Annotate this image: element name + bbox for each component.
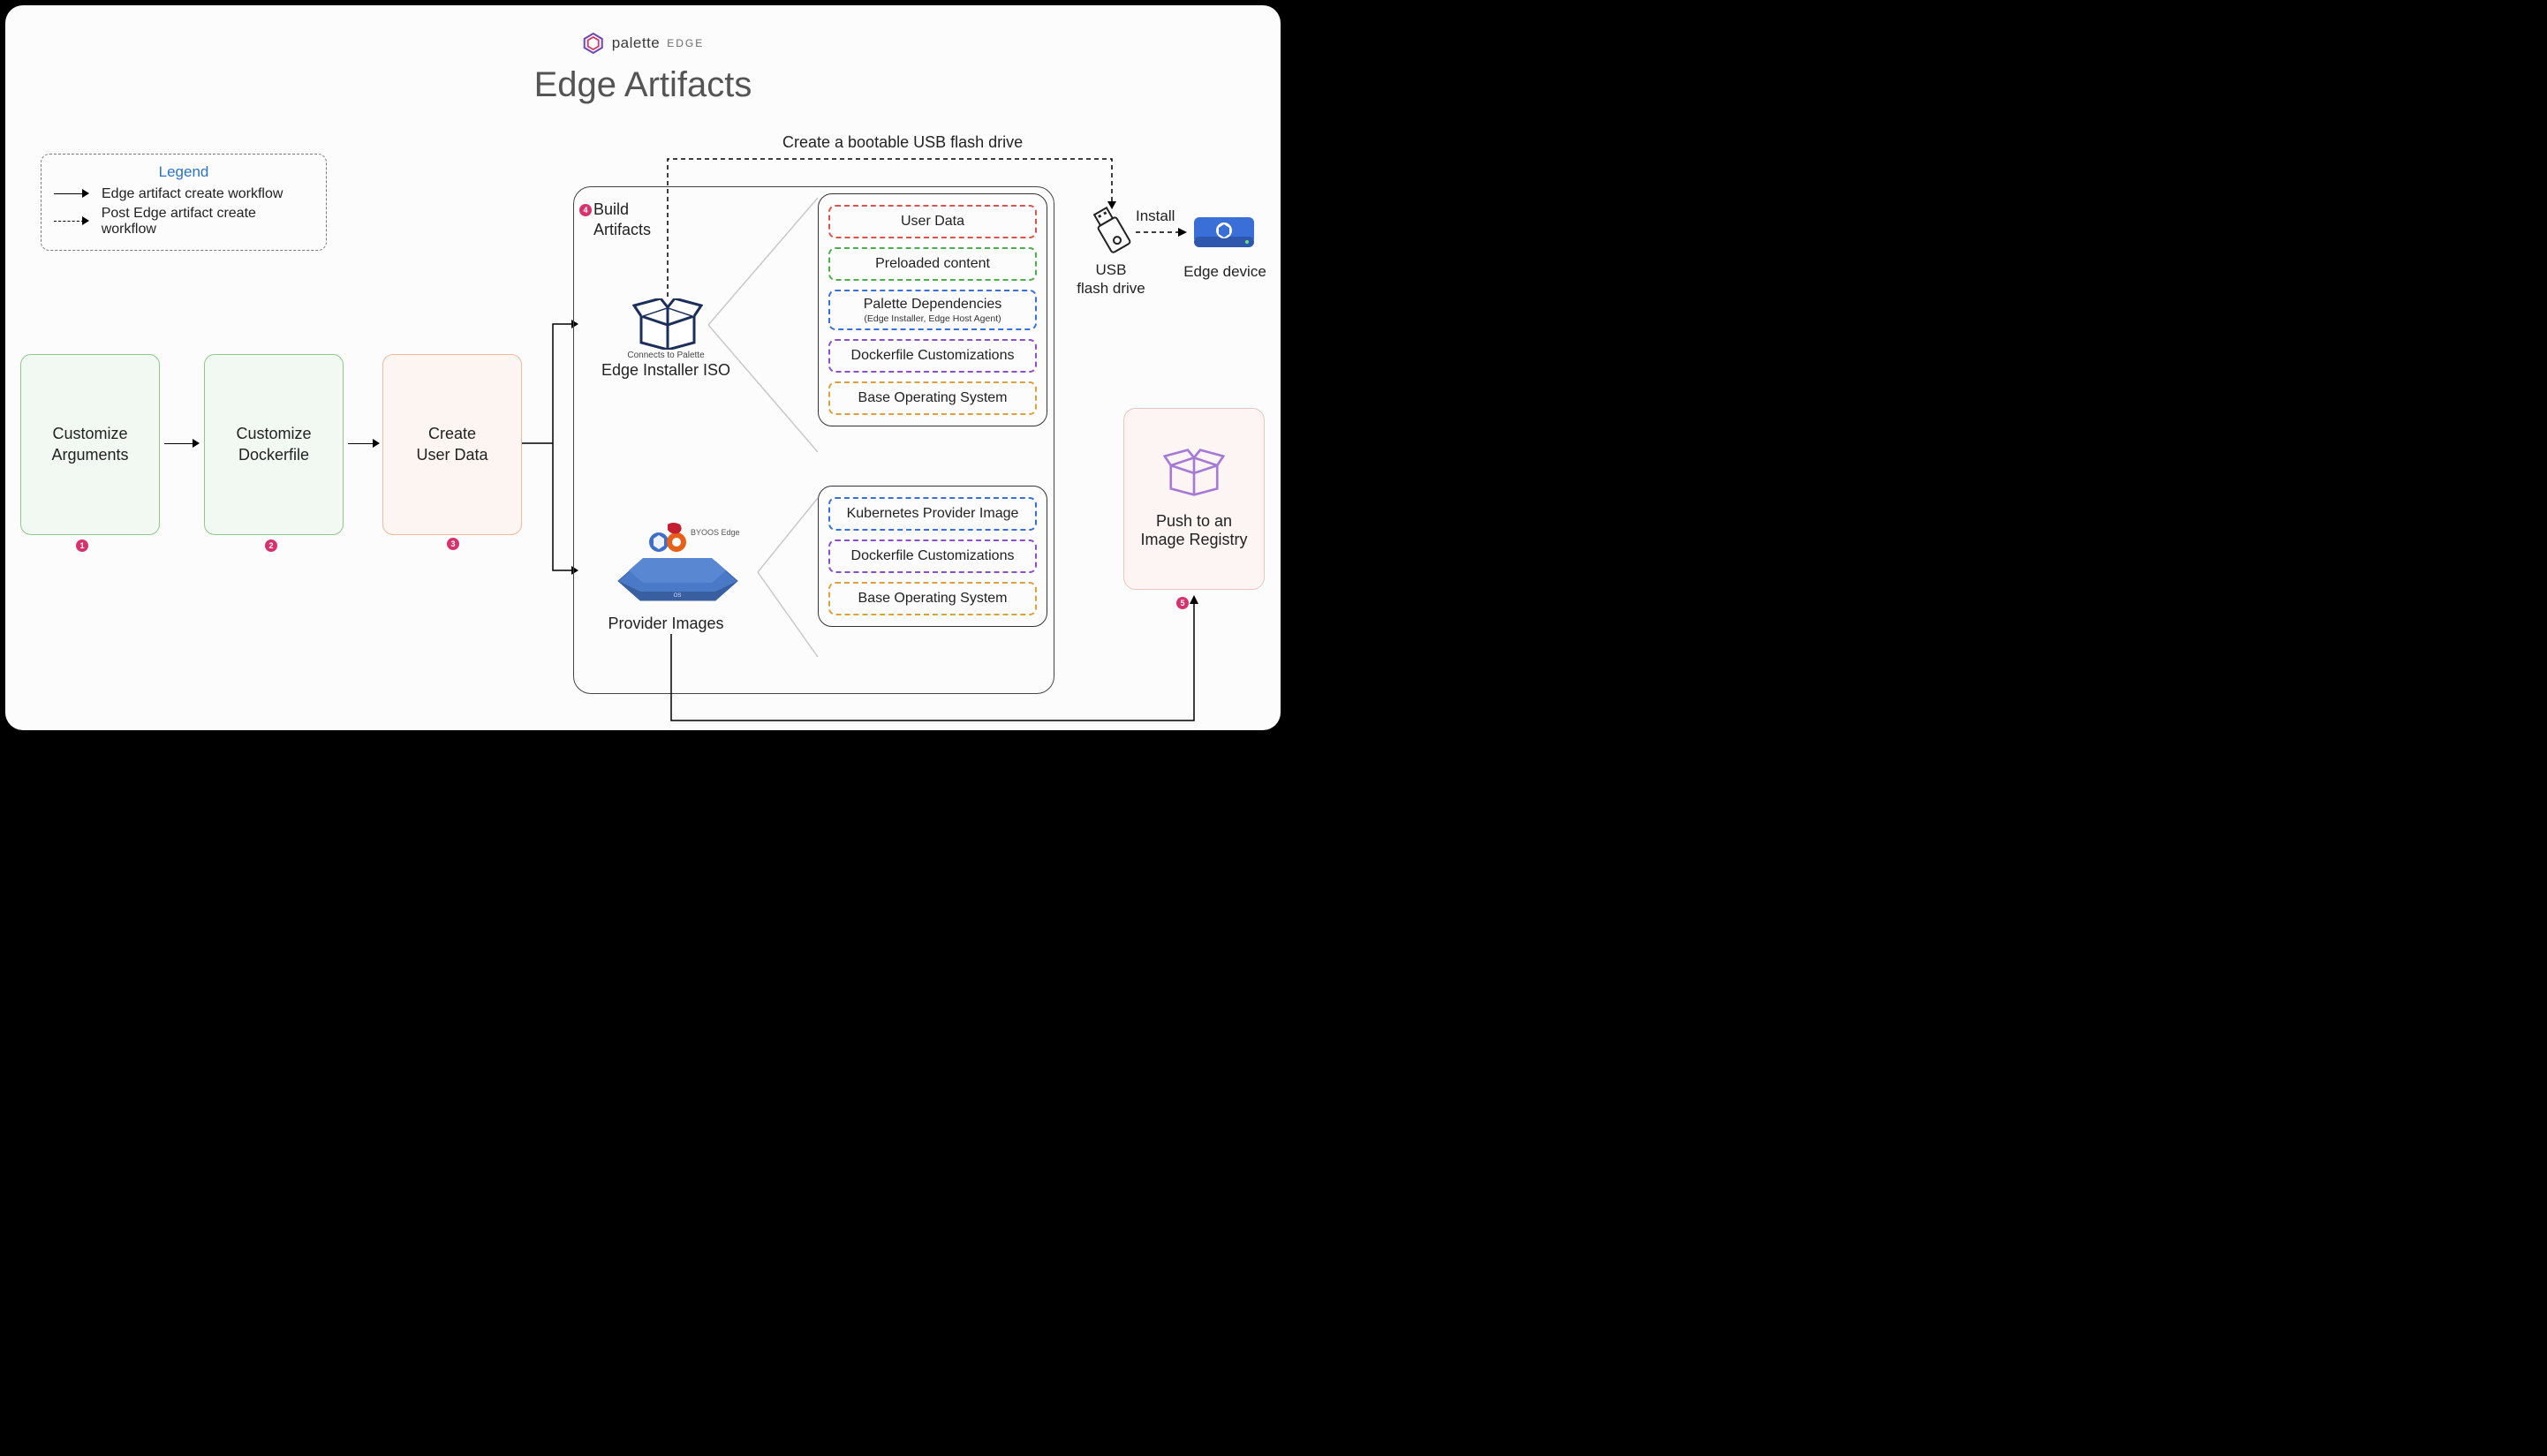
step-create-user-data: Create User Data bbox=[382, 354, 522, 535]
edge-device-label: Edge device bbox=[1176, 263, 1274, 281]
install-label: Install bbox=[1136, 207, 1175, 225]
outer-frame: palette EDGE Edge Artifacts Legend Edge … bbox=[0, 0, 1286, 736]
step-badge-2: 2 bbox=[265, 539, 277, 552]
dashed-arrow-install bbox=[1134, 226, 1190, 238]
diagram-canvas: palette EDGE Edge Artifacts Legend Edge … bbox=[5, 5, 1281, 730]
arrow-1-2 bbox=[164, 443, 200, 445]
usb-flash-drive-icon bbox=[1090, 203, 1132, 256]
legend-dashed-label: Post Edge artifact create workflow bbox=[102, 206, 314, 238]
step-badge-1: 1 bbox=[76, 539, 88, 552]
logo: palette EDGE bbox=[582, 32, 705, 55]
palette-logo-icon bbox=[582, 32, 605, 55]
legend-row-dashed: Post Edge artifact create workflow bbox=[54, 206, 314, 238]
usb-label: USB flash drive bbox=[1070, 260, 1152, 298]
registry-label: Push to an Image Registry bbox=[1140, 512, 1247, 549]
stack-item: Dockerfile Customizations bbox=[828, 339, 1037, 373]
stack-item: Base Operating System bbox=[828, 381, 1037, 415]
byoos-label: BYOOS Edge bbox=[691, 528, 740, 537]
step-badge-4: 4 bbox=[579, 204, 592, 216]
brand-sub: EDGE bbox=[667, 37, 704, 49]
page-title: Edge Artifacts bbox=[534, 65, 752, 105]
step-customize-dockerfile: Customize Dockerfile bbox=[204, 354, 344, 535]
legend-solid-label: Edge artifact create workflow bbox=[102, 186, 283, 202]
step-badge-3: 3 bbox=[447, 538, 459, 550]
dashed-usb-path bbox=[666, 154, 1125, 304]
legend-title: Legend bbox=[54, 163, 314, 181]
step-customize-arguments: Customize Arguments bbox=[20, 354, 160, 535]
usb-create-label: Create a bootable USB flash drive bbox=[782, 133, 1023, 152]
build-artifacts-label: Build Artifacts bbox=[593, 200, 651, 239]
registry-box-icon bbox=[1163, 449, 1225, 496]
edge-device-icon bbox=[1189, 201, 1259, 254]
arrow-2-3 bbox=[348, 443, 380, 445]
arrow-provider-to-registry bbox=[669, 588, 1208, 729]
legend-row-solid: Edge artifact create workflow bbox=[54, 186, 314, 202]
push-image-registry: Push to an Image Registry bbox=[1123, 408, 1265, 590]
stack-item: Kubernetes Provider Image bbox=[828, 497, 1037, 531]
edge-installer-iso-icon bbox=[632, 298, 703, 350]
stack-item: Dockerfile Customizations bbox=[828, 539, 1037, 573]
brand-name: palette bbox=[612, 34, 661, 52]
legend-box: Legend Edge artifact create workflow Pos… bbox=[41, 154, 327, 251]
